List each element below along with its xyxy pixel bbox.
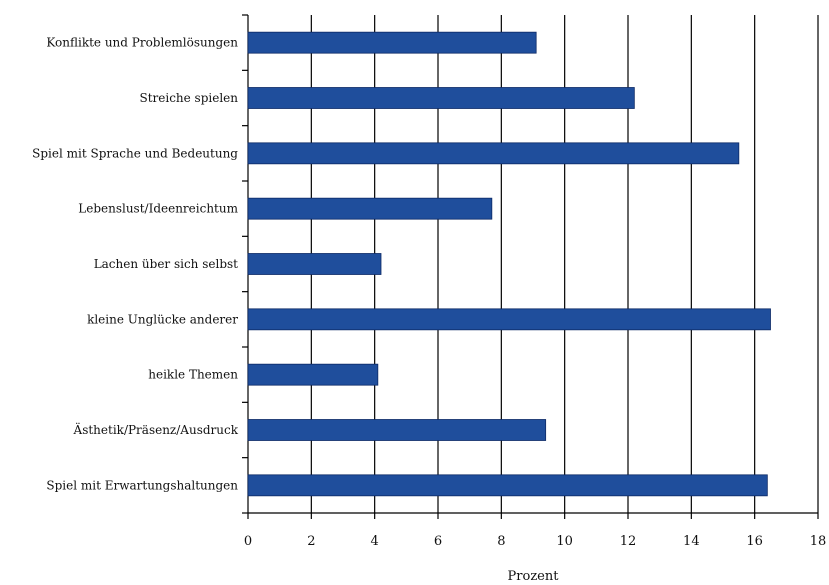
bar (247, 31, 537, 54)
x-tick-label: 18 (810, 534, 827, 549)
x-tick-label: 2 (307, 534, 315, 549)
x-tick-label: 0 (244, 534, 252, 549)
bar (247, 197, 493, 220)
bars (247, 31, 771, 497)
category-label: kleine Unglücke anderer (87, 312, 238, 326)
x-tick-label: 10 (556, 534, 573, 549)
category-label: Lebenslust/Ideenreichtum (78, 202, 238, 216)
x-axis-title: Prozent (508, 569, 560, 584)
x-tick-label: 8 (497, 534, 505, 549)
category-labels: Konflikte und Problemlösungen Streiche sp… (32, 36, 239, 493)
bar (247, 419, 547, 441)
x-tick-label: 14 (683, 534, 700, 549)
x-tick-label: 12 (620, 534, 637, 549)
x-tick-label: 4 (371, 534, 379, 549)
x-tick-label: 6 (434, 534, 442, 549)
bar (247, 363, 379, 386)
x-axis: 0 2 4 6 8 10 12 14 16 18 (242, 14, 827, 549)
category-label: Streiche spielen (139, 91, 238, 105)
category-label: Ästhetik/Präsenz/Ausdruck (73, 421, 239, 437)
bar (247, 308, 771, 331)
bar (247, 253, 382, 275)
category-label: Spiel mit Erwartungshaltungen (46, 478, 238, 492)
category-label: heikle Themen (148, 368, 238, 382)
category-label: Spiel mit Sprache und Bedeutung (32, 146, 238, 160)
bar (247, 87, 635, 109)
x-tick-label: 16 (746, 534, 763, 549)
category-label: Lachen über sich selbst (94, 257, 238, 271)
bar (247, 474, 768, 497)
category-label: Konflikte und Problemlösungen (46, 36, 238, 50)
bar (247, 142, 740, 165)
